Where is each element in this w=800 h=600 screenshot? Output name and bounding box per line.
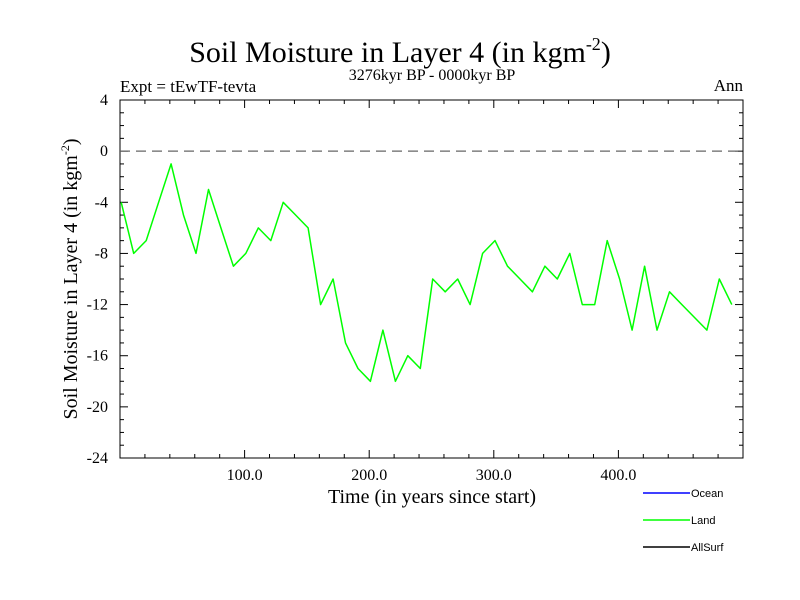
experiment-label: Expt = tEwTF-tevta bbox=[120, 77, 257, 96]
x-tick-label: 400.0 bbox=[600, 467, 636, 484]
legend-label-ocean: Ocean bbox=[691, 488, 723, 500]
y-tick-label: -16 bbox=[87, 348, 108, 365]
x-tick-label: 300.0 bbox=[476, 467, 512, 484]
tick-labels: 100.0 200.0 300.0 400.0 4 0 -4 -8 -12 -16 -20 -24 bbox=[87, 92, 637, 484]
y-tick-label: -4 bbox=[95, 194, 108, 211]
legend-label-land: Land bbox=[691, 515, 715, 527]
plot-frame bbox=[119, 99, 744, 459]
legend: Ocean Land AllSurf bbox=[643, 488, 724, 554]
series-line-land bbox=[120, 163, 733, 383]
y-tick-label: -24 bbox=[87, 450, 108, 467]
major-ticks bbox=[120, 99, 743, 459]
minor-ticks bbox=[120, 100, 743, 458]
x-tick-label: 100.0 bbox=[227, 467, 263, 484]
y-tick-label: -20 bbox=[87, 399, 108, 416]
y-tick-label: -8 bbox=[95, 245, 108, 262]
legend-label-allsurf: AllSurf bbox=[691, 542, 724, 554]
chart-subtitle: 3276kyr BP - 0000kyr BP bbox=[349, 67, 516, 84]
y-tick-label: 4 bbox=[100, 92, 108, 109]
y-tick-label: 0 bbox=[100, 143, 108, 160]
season-label: Ann bbox=[714, 76, 744, 95]
x-axis-label: Time (in years since start) bbox=[328, 486, 536, 508]
y-tick-label: -12 bbox=[87, 297, 108, 314]
y-axis-label: Soil Moisture in Layer 4 (in kgm-2) bbox=[58, 138, 82, 419]
plot-area: 100.0 200.0 300.0 400.0 4 0 -4 -8 -12 -16 -20 -24 bbox=[87, 92, 744, 484]
chart-title: Soil Moisture in Layer 4 (in kgm-2) bbox=[189, 34, 611, 69]
x-tick-label: 200.0 bbox=[351, 467, 387, 484]
